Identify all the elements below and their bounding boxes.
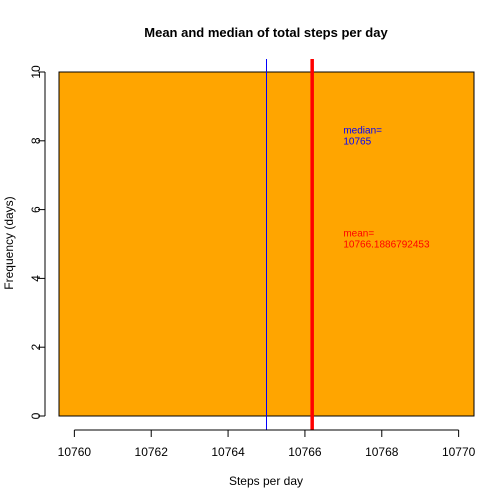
- y-axis: 0 2 4 6 8 10: [29, 65, 46, 419]
- reference-labels-layer: median= 10765 mean= 10766.1886792453: [343, 125, 430, 250]
- chart-title: Mean and median of total steps per day: [144, 25, 388, 40]
- mean-label-line-1: 10766.1886792453: [343, 240, 430, 251]
- y-tick-label-2: 2: [29, 344, 43, 351]
- median-label-line-0: median=: [343, 125, 382, 136]
- x-tick-label-10770: 10770: [442, 445, 476, 459]
- y-axis-title: Frequency (days): [2, 196, 16, 289]
- mean-label: mean= 10766.1886792453: [343, 229, 430, 251]
- y-tick-label-10: 10: [29, 65, 43, 79]
- x-tick-label-10768: 10768: [365, 445, 399, 459]
- y-tick-label-4: 4: [29, 275, 43, 282]
- x-tick-label-10764: 10764: [211, 445, 245, 459]
- x-tick-label-10762: 10762: [135, 445, 169, 459]
- y-tick-label-8: 8: [29, 137, 43, 144]
- median-label-line-1: 10765: [343, 136, 371, 147]
- x-tick-label-10766: 10766: [288, 445, 322, 459]
- x-axis: 10760 10762 10764 10766 10768 10770: [58, 429, 476, 459]
- x-axis-title: Steps per day: [229, 474, 303, 488]
- y-tick-label-0: 0: [29, 412, 43, 419]
- mean-label-line-0: mean=: [343, 229, 374, 240]
- reference-lines-layer: [266, 59, 314, 430]
- median-label: median= 10765: [343, 125, 382, 147]
- x-tick-label-10760: 10760: [58, 445, 92, 459]
- y-tick-label-6: 6: [29, 206, 43, 213]
